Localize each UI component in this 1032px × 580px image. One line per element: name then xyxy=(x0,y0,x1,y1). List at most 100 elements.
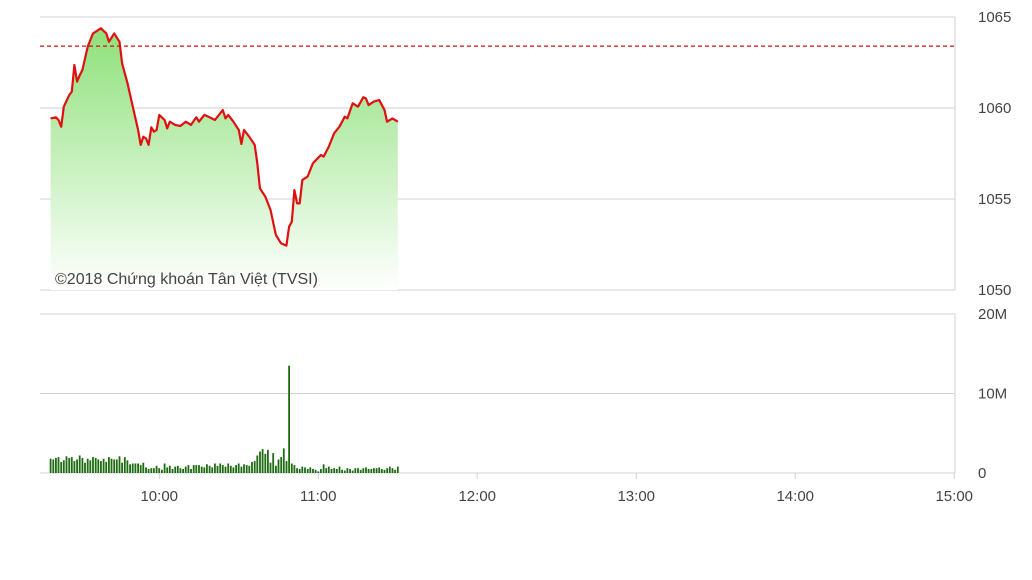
volume-bar xyxy=(362,468,365,473)
volume-bar xyxy=(293,465,296,473)
volume-grid xyxy=(40,313,956,474)
time-tick-label: 10:00 xyxy=(140,488,178,505)
volume-bar xyxy=(57,457,60,473)
volume-bar xyxy=(380,469,383,473)
volume-bar xyxy=(251,461,253,473)
volume-bar xyxy=(84,462,86,473)
volume-bar xyxy=(269,462,272,473)
volume-bar xyxy=(388,466,391,473)
volume-bar xyxy=(349,469,351,473)
volume-bar xyxy=(134,463,137,473)
volume-bar xyxy=(171,469,174,473)
volume-bar xyxy=(229,465,232,473)
volume-bar xyxy=(253,461,256,473)
volume-bar xyxy=(52,459,55,473)
volume-bar xyxy=(346,468,349,473)
volume-bar xyxy=(86,458,89,473)
volume-bar xyxy=(49,458,52,473)
volume-bar xyxy=(378,467,381,473)
volume-bar xyxy=(383,469,386,473)
volume-bar xyxy=(200,466,203,473)
volume-tick-label: 20M xyxy=(978,306,1007,323)
volume-bar xyxy=(240,466,243,473)
volume-bar xyxy=(264,453,267,473)
volume-bar xyxy=(168,465,171,473)
volume-bar xyxy=(367,469,370,473)
volume-bar xyxy=(282,448,285,473)
price-line xyxy=(50,27,399,247)
volume-bar xyxy=(290,463,293,473)
volume-tick-label: 10M xyxy=(978,386,1007,403)
volume-bar xyxy=(373,468,375,473)
time-axis: 10:00 11:00 12:00 13:00 14:00 15:00 xyxy=(140,473,973,505)
volume-bar xyxy=(55,457,57,473)
volume-bar xyxy=(259,451,261,473)
price-tick-label: 1055 xyxy=(978,191,1011,208)
volume-bar xyxy=(65,456,68,473)
volume-bar xyxy=(147,469,150,473)
volume-bar xyxy=(81,457,84,473)
volume-bar xyxy=(163,463,166,473)
volume-bar xyxy=(174,466,177,473)
volume-bar xyxy=(60,461,63,473)
price-axis: 1065 1060 1055 1050 xyxy=(978,9,1011,299)
volume-bar xyxy=(142,462,145,473)
volume-bar xyxy=(338,466,341,473)
volume-bar xyxy=(243,464,245,473)
volume-bar xyxy=(78,455,81,473)
volume-bar xyxy=(92,457,94,473)
volume-bar xyxy=(245,465,248,473)
volume-bar xyxy=(357,468,359,473)
volume-bar xyxy=(110,458,113,473)
time-tick-label: 15:00 xyxy=(935,488,973,505)
volume-bar xyxy=(354,468,357,473)
volume-bar xyxy=(351,470,354,473)
volume-bar xyxy=(224,466,227,473)
volume-bar xyxy=(139,465,142,473)
volume-bar xyxy=(248,465,251,473)
volume-bar xyxy=(102,458,105,473)
volume-bar xyxy=(161,469,163,473)
volume-bar xyxy=(145,467,147,473)
volume-bar xyxy=(219,463,222,473)
volume-bar xyxy=(97,459,100,473)
volume-bar xyxy=(280,457,283,473)
volume-bar xyxy=(100,461,102,473)
volume-bar xyxy=(309,467,312,473)
volume-bar xyxy=(192,465,195,473)
volume-bar xyxy=(150,468,153,473)
watermark: ©2018 Chứng khoán Tân Việt (TVSI) xyxy=(55,271,318,288)
volume-bar xyxy=(296,468,298,473)
volume-bar xyxy=(275,465,277,473)
volume-bar xyxy=(375,468,378,473)
price-tick-label: 1050 xyxy=(978,282,1011,299)
volume-bar xyxy=(298,469,301,473)
volume-bar xyxy=(195,465,198,473)
volume-bar xyxy=(126,460,129,473)
volume-bar xyxy=(359,469,362,473)
volume-bar xyxy=(237,463,240,473)
volume-bar xyxy=(118,456,121,473)
volume-bar xyxy=(129,464,131,473)
volume-bar xyxy=(182,469,184,473)
volume-axis: 20M 10M 0 xyxy=(978,306,1007,482)
volume-bar xyxy=(330,469,333,473)
volume-bar xyxy=(70,457,73,473)
volume-bar xyxy=(341,469,343,473)
volume-bar xyxy=(153,468,155,473)
volume-bar xyxy=(179,468,182,473)
volume-bar xyxy=(304,467,306,473)
volume-bar xyxy=(314,469,317,473)
price-tick-label: 1060 xyxy=(978,100,1011,117)
volume-bar xyxy=(76,459,78,473)
volume-bar xyxy=(131,463,134,473)
volume-bar xyxy=(211,467,214,473)
volume-bar xyxy=(317,471,320,473)
volume-bar xyxy=(208,465,211,473)
volume-bar xyxy=(288,365,290,473)
volume-bar xyxy=(121,462,123,473)
volume-bar xyxy=(312,469,314,473)
volume-bar xyxy=(301,466,304,473)
volume-bar xyxy=(113,459,116,473)
